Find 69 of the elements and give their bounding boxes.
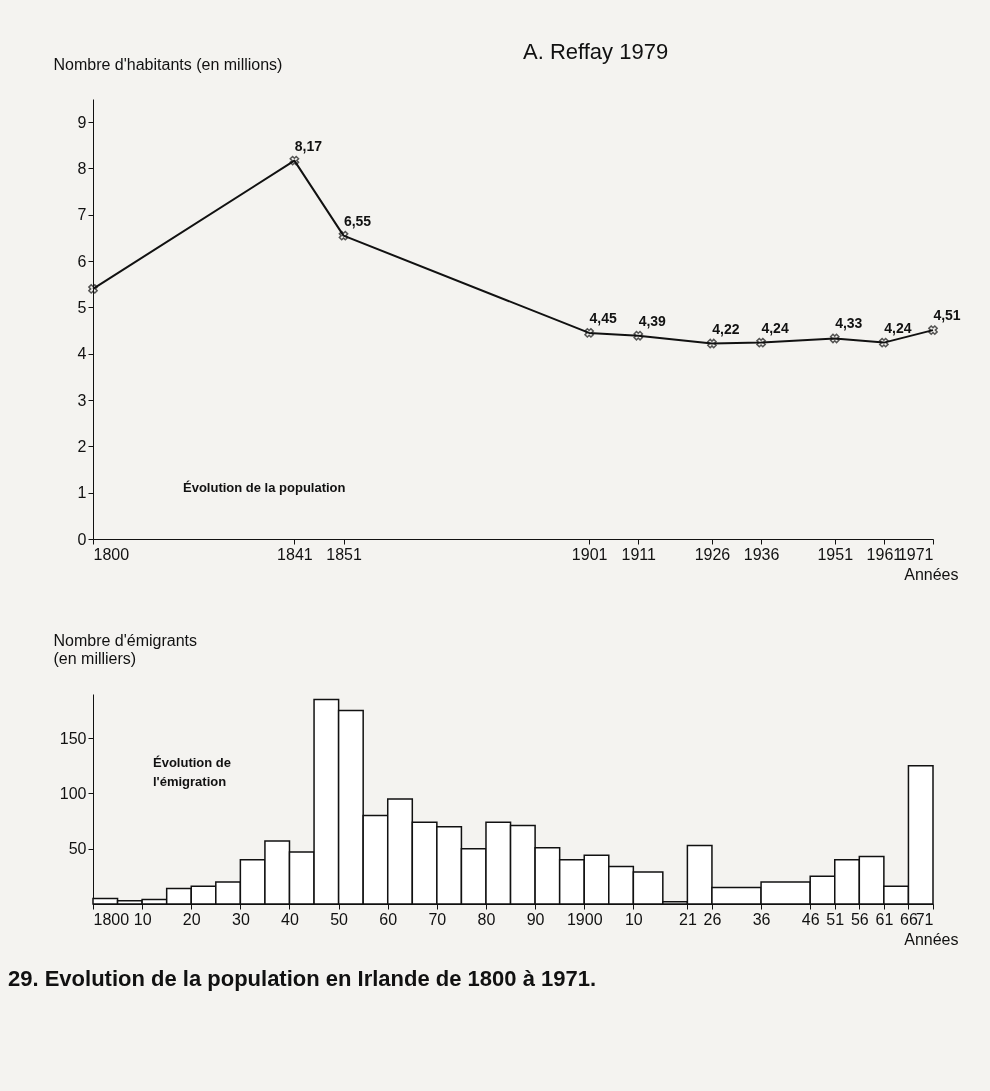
x-tick-label: 1900	[566, 910, 603, 928]
y-tick-label: 4	[77, 345, 87, 363]
text: 29. Evolution de la population en Irlande de 1800 à 1971.	[8, 966, 597, 991]
y-tick-label: 7	[77, 206, 87, 224]
x-tick-label: 60	[379, 910, 398, 928]
x-tick-label: 26	[703, 910, 722, 928]
x-tick-label: 51	[826, 910, 845, 928]
x-tick-label: 50	[330, 910, 349, 928]
annotation: Évolution de la population	[183, 479, 346, 495]
point	[707, 338, 717, 349]
data-label: 4,24	[761, 319, 789, 336]
x-tick-label: 1951	[817, 545, 854, 563]
x-tick-label: 20	[182, 910, 201, 928]
x-tick-label: 1800	[93, 545, 130, 563]
x-tick-label: 80	[477, 910, 496, 928]
x-tick-label: 56	[850, 910, 869, 928]
y-tick-label: 3	[77, 391, 87, 409]
annotation: Évolution de l'émigration	[153, 755, 231, 789]
x-tick-label: 10	[133, 910, 152, 928]
data-label: 4,33	[835, 315, 863, 332]
point	[338, 230, 349, 241]
x-tick-label: 1926	[694, 545, 731, 563]
x-tick-label: 40	[281, 910, 299, 928]
data-label: 4,24	[884, 319, 912, 336]
x-tick-label: 21	[678, 910, 697, 928]
x-tick-label: 46	[801, 910, 820, 928]
point	[633, 330, 644, 341]
x-tick-label: 1800	[93, 910, 130, 928]
text: A. Reffay 1979	[523, 38, 669, 64]
x-tick-label: 1901	[571, 545, 608, 563]
data-label: 4,45	[589, 309, 617, 326]
y-tick-label: 0	[77, 530, 87, 548]
data-label: 4,39	[638, 312, 667, 329]
x-axis-title: Années	[904, 565, 959, 583]
x-tick-label: 66	[900, 910, 918, 928]
x-tick-label: 1936	[743, 545, 780, 563]
data-label: 8,17	[294, 137, 323, 154]
point	[829, 333, 840, 344]
y-tick-label: 6	[77, 252, 87, 270]
y-tick-label: 100	[59, 784, 87, 802]
x-tick-label: 90	[526, 910, 545, 928]
y-tick-label: 8	[77, 159, 87, 177]
x-tick-label: 1911	[621, 545, 657, 563]
data-label: 4,22	[712, 320, 740, 337]
y-tick-label: 9	[77, 113, 87, 131]
x-tick-label: 30	[231, 910, 250, 928]
x-tick-label: 10	[624, 910, 643, 928]
data-label: 4,51	[933, 307, 961, 324]
point	[584, 328, 595, 338]
x-tick-label: 70	[428, 910, 447, 928]
x-axis-title: Années	[904, 930, 959, 948]
y-tick-label: 50	[68, 840, 87, 858]
x-tick-label: 36	[752, 910, 771, 928]
point	[928, 325, 938, 336]
y-axis-title: Nombre d'émigrants (en milliers)	[53, 631, 198, 667]
y-tick-label: 2	[77, 437, 87, 455]
y-axis-title: Nombre d'habitants (en millions)	[53, 55, 283, 73]
point	[756, 337, 766, 348]
data-label: 6,55	[343, 212, 372, 229]
point	[878, 337, 889, 348]
x-tick-label: 1841	[277, 545, 313, 563]
y-tick-label: 150	[59, 729, 87, 747]
y-tick-label: 1	[77, 484, 87, 502]
x-tick-label: 61	[875, 910, 894, 928]
y-tick-label: 5	[77, 298, 87, 316]
x-tick-label: 71	[915, 910, 934, 928]
point	[88, 284, 98, 294]
point	[289, 155, 300, 166]
x-tick-label: 1851	[326, 545, 362, 563]
